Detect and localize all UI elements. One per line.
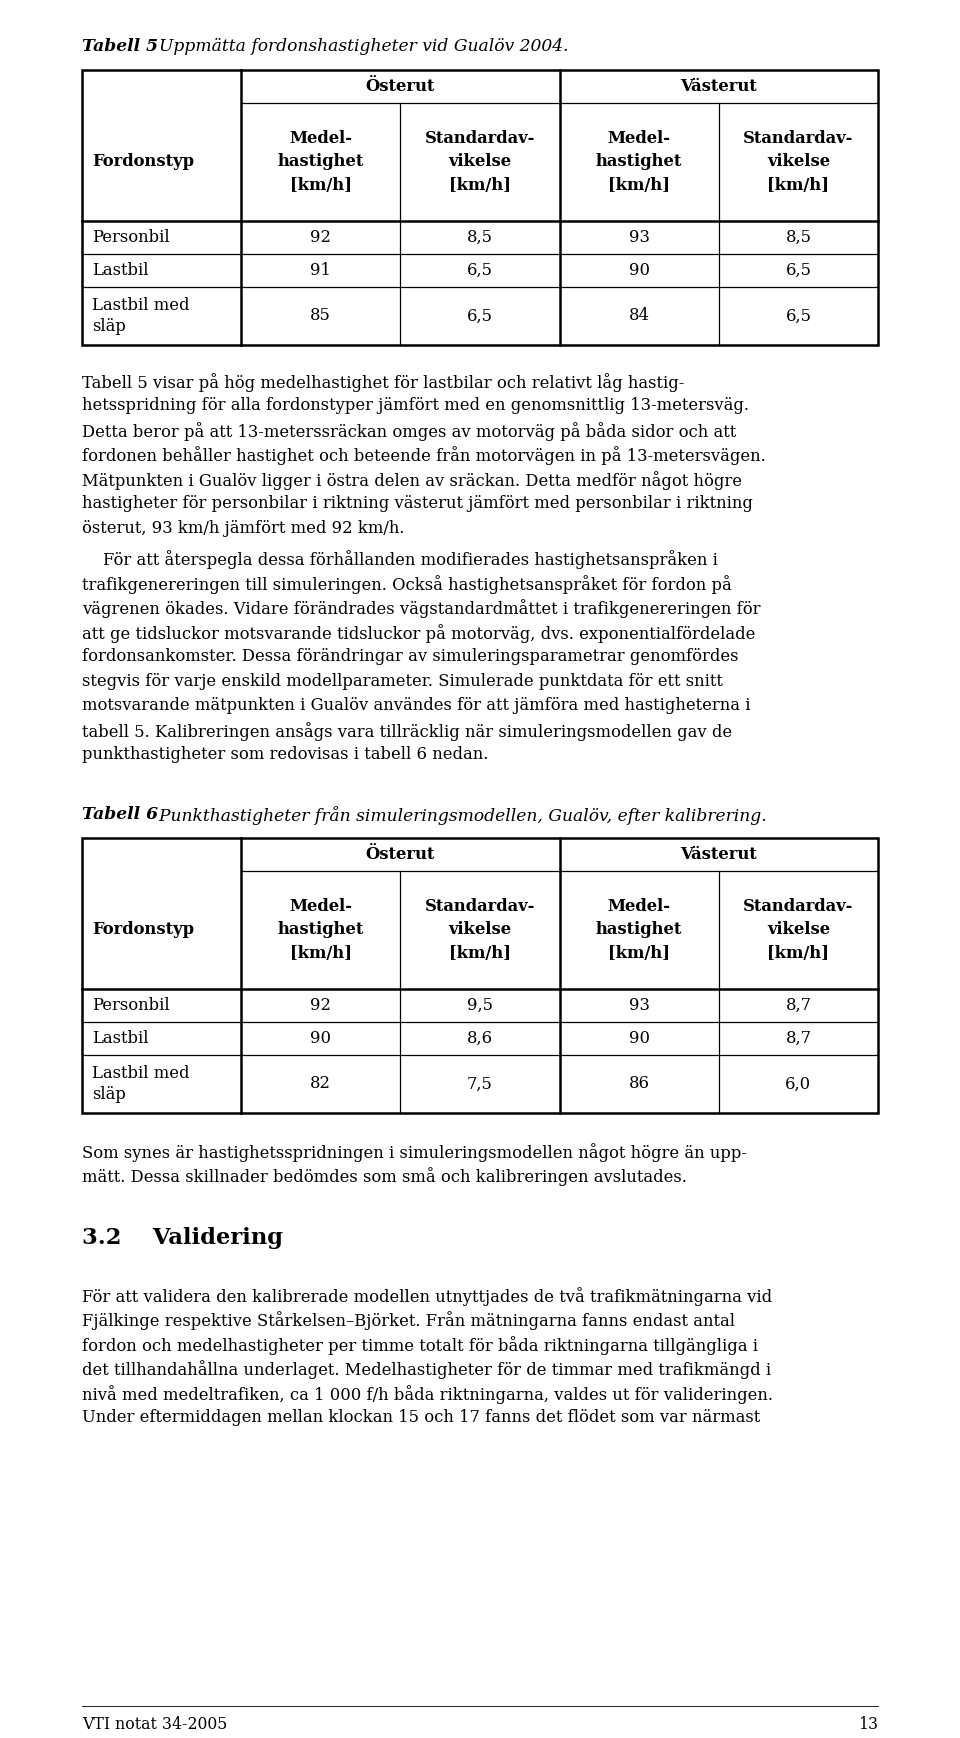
- Text: Uppmätta fordonshastigheter vid Gualöv 2004.: Uppmätta fordonshastigheter vid Gualöv 2…: [148, 38, 568, 56]
- Text: Standardav-
vikelse
[km/h]: Standardav- vikelse [km/h]: [743, 130, 853, 195]
- Text: stegvis för varje enskild modellparameter. Simulerade punktdata för ett snitt: stegvis för varje enskild modellparamete…: [82, 673, 723, 690]
- Text: 82: 82: [310, 1076, 331, 1093]
- Text: Tabell 6: Tabell 6: [82, 806, 158, 824]
- Bar: [82, 838, 878, 1112]
- Text: Standardav-
vikelse
[km/h]: Standardav- vikelse [km/h]: [425, 899, 535, 963]
- Text: hetsspridning för alla fordonstyper jämfört med en genomsnittlig 13-metersväg.: hetsspridning för alla fordonstyper jämf…: [82, 398, 749, 414]
- Text: 8,7: 8,7: [785, 998, 811, 1013]
- Text: Medel-
hastighet
[km/h]: Medel- hastighet [km/h]: [277, 899, 364, 963]
- Text: Lastbil: Lastbil: [92, 262, 149, 280]
- Text: 92: 92: [310, 998, 331, 1013]
- Text: Personbil: Personbil: [92, 998, 170, 1013]
- Text: 6,0: 6,0: [785, 1076, 811, 1093]
- Text: 8,5: 8,5: [467, 229, 493, 247]
- Text: Fordonstyp: Fordonstyp: [92, 153, 194, 170]
- Text: 7,5: 7,5: [468, 1076, 492, 1093]
- Text: mätt. Dessa skillnader bedömdes som små och kalibreringen avslutades.: mätt. Dessa skillnader bedömdes som små …: [82, 1168, 686, 1187]
- Text: Standardav-
vikelse
[km/h]: Standardav- vikelse [km/h]: [425, 130, 535, 195]
- Text: fordonsankomster. Dessa förändringar av simuleringsparametrar genomfördes: fordonsankomster. Dessa förändringar av …: [82, 648, 738, 666]
- Text: hastigheter för personbilar i riktning västerut jämfört med personbilar i riktni: hastigheter för personbilar i riktning v…: [82, 495, 753, 513]
- Text: 6,5: 6,5: [467, 308, 493, 325]
- Text: Tabell 5: Tabell 5: [82, 38, 158, 56]
- Text: 13: 13: [858, 1715, 878, 1733]
- Text: Fordonstyp: Fordonstyp: [92, 921, 194, 939]
- Text: 84: 84: [629, 308, 650, 325]
- Text: 90: 90: [629, 262, 650, 280]
- Text: 91: 91: [310, 262, 331, 280]
- Text: 90: 90: [629, 1031, 650, 1046]
- Text: Västerut: Västerut: [681, 846, 757, 864]
- Text: 85: 85: [310, 308, 331, 325]
- Bar: [82, 70, 878, 346]
- Text: 8,5: 8,5: [785, 229, 811, 247]
- Text: För att validera den kalibrerade modellen utnyttjades de två trafikmätningarna v: För att validera den kalibrerade modelle…: [82, 1288, 772, 1305]
- Text: fordonen behåller hastighet och beteende från motorvägen in på 13-metersvägen.: fordonen behåller hastighet och beteende…: [82, 447, 766, 466]
- Text: Medel-
hastighet
[km/h]: Medel- hastighet [km/h]: [596, 899, 683, 963]
- Text: 92: 92: [310, 229, 331, 247]
- Text: 93: 93: [629, 229, 650, 247]
- Text: Tabell 5 visar på hög medelhastighet för lastbilar och relativt låg hastig-: Tabell 5 visar på hög medelhastighet för…: [82, 374, 684, 391]
- Text: 6,5: 6,5: [785, 308, 811, 325]
- Text: 9,5: 9,5: [467, 998, 493, 1013]
- Text: punkthastigheter som redovisas i tabell 6 nedan.: punkthastigheter som redovisas i tabell …: [82, 747, 489, 763]
- Text: 6,5: 6,5: [785, 262, 811, 280]
- Text: fordon och medelhastigheter per timme totalt för båda riktningarna tillgängliga : fordon och medelhastigheter per timme to…: [82, 1337, 758, 1356]
- Text: 86: 86: [629, 1076, 650, 1093]
- Text: Västerut: Västerut: [681, 78, 757, 96]
- Text: Medel-
hastighet
[km/h]: Medel- hastighet [km/h]: [596, 130, 683, 195]
- Text: vägrenen ökades. Vidare förändrades vägstandardmåttet i trafikgenereringen för: vägrenen ökades. Vidare förändrades vägs…: [82, 600, 760, 619]
- Text: Standardav-
vikelse
[km/h]: Standardav- vikelse [km/h]: [743, 899, 853, 963]
- Text: För att återspegla dessa förhållanden modifierades hastighetsanspråken i: För att återspegla dessa förhållanden mo…: [82, 551, 718, 570]
- Text: Medel-
hastighet
[km/h]: Medel- hastighet [km/h]: [277, 130, 364, 195]
- Text: det tillhandahållna underlaget. Medelhastigheter för de timmar med trafikmängd i: det tillhandahållna underlaget. Medelhas…: [82, 1361, 771, 1380]
- Text: 8,7: 8,7: [785, 1031, 811, 1046]
- Text: Mätpunkten i Gualöv ligger i östra delen av sräckan. Detta medför något högre: Mätpunkten i Gualöv ligger i östra delen…: [82, 471, 742, 490]
- Text: Detta beror på att 13-meterssräckan omges av motorväg på båda sidor och att: Detta beror på att 13-meterssräckan omge…: [82, 422, 736, 441]
- Text: Lastbil med
släp: Lastbil med släp: [92, 1065, 189, 1104]
- Text: 8,6: 8,6: [467, 1031, 493, 1046]
- Text: 3.2    Validering: 3.2 Validering: [82, 1227, 283, 1250]
- Text: 93: 93: [629, 998, 650, 1013]
- Text: tabell 5. Kalibreringen ansågs vara tillräcklig när simuleringsmodellen gav de: tabell 5. Kalibreringen ansågs vara till…: [82, 721, 732, 740]
- Text: Personbil: Personbil: [92, 229, 170, 247]
- Text: Lastbil med
släp: Lastbil med släp: [92, 297, 189, 335]
- Text: Österut: Österut: [366, 846, 435, 864]
- Text: Lastbil: Lastbil: [92, 1031, 149, 1046]
- Text: österut, 93 km/h jämfört med 92 km/h.: österut, 93 km/h jämfört med 92 km/h.: [82, 520, 404, 537]
- Text: att ge tidsluckor motsvarande tidsluckor på motorväg, dvs. exponentialfördelade: att ge tidsluckor motsvarande tidsluckor…: [82, 624, 756, 643]
- Text: trafikgenereringen till simuleringen. Också hastighetsanspråket för fordon på: trafikgenereringen till simuleringen. Oc…: [82, 575, 732, 594]
- Text: Under eftermiddagen mellan klockan 15 och 17 fanns det flödet som var närmast: Under eftermiddagen mellan klockan 15 oc…: [82, 1410, 760, 1427]
- Text: VTI notat 34-2005: VTI notat 34-2005: [82, 1715, 228, 1733]
- Text: Fjälkinge respektive Stårkelsen–Björket. Från mätningarna fanns endast antal: Fjälkinge respektive Stårkelsen–Björket.…: [82, 1312, 735, 1330]
- Text: 90: 90: [310, 1031, 331, 1046]
- Text: Som synes är hastighetsspridningen i simuleringsmodellen något högre än upp-: Som synes är hastighetsspridningen i sim…: [82, 1144, 747, 1163]
- Text: nivå med medeltrafiken, ca 1 000 f/h båda riktningarna, valdes ut för validering: nivå med medeltrafiken, ca 1 000 f/h båd…: [82, 1385, 773, 1404]
- Text: 6,5: 6,5: [467, 262, 493, 280]
- Text: Österut: Österut: [366, 78, 435, 96]
- Text: motsvarande mätpunkten i Gualöv användes för att jämföra med hastigheterna i: motsvarande mätpunkten i Gualöv användes…: [82, 697, 751, 714]
- Text: Punkthastigheter från simuleringsmodellen, Gualöv, efter kalibrering.: Punkthastigheter från simuleringsmodelle…: [148, 806, 767, 826]
